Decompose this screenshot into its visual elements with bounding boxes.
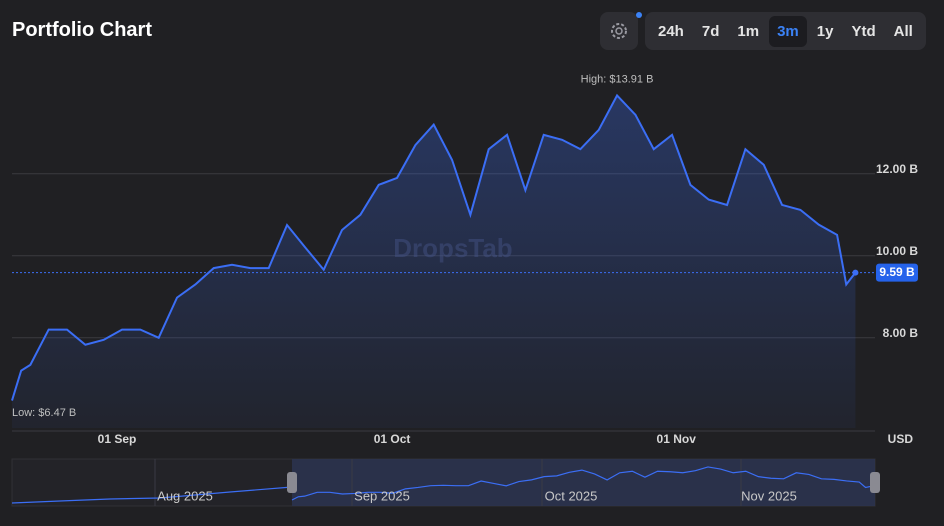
- x-tick-label: 01 Nov: [657, 432, 697, 446]
- y-tick-label: 12.00 B: [876, 162, 918, 176]
- navigator-label: Aug 2025: [157, 488, 213, 503]
- timeframe-button[interactable]: All: [893, 22, 913, 40]
- x-tick-label: 01 Oct: [374, 432, 411, 446]
- x-tick-label: 01 Sep: [98, 432, 137, 446]
- current-point: [852, 269, 859, 276]
- navigator-handle[interactable]: [287, 472, 297, 493]
- area: [12, 95, 856, 429]
- settings-button[interactable]: [600, 12, 638, 50]
- timeframe-selector: 24h 7d 1m 3m 1y Ytd All: [645, 12, 926, 50]
- navigator-history: [11, 486, 293, 504]
- settings-icon: [611, 23, 627, 39]
- current-label-bg: [876, 263, 918, 282]
- navigator-handle[interactable]: [870, 472, 880, 493]
- navigator-label: Sep 2025: [354, 488, 410, 503]
- timeframe-button[interactable]: 1m: [737, 22, 760, 40]
- timeframe-button[interactable]: 24h: [658, 22, 684, 40]
- navigator-selection: [292, 459, 875, 506]
- high-label: High: $13.91 B: [581, 73, 654, 85]
- navigator-label: Nov 2025: [741, 488, 797, 503]
- navigator-line: [291, 466, 872, 501]
- notification-dot: [636, 12, 642, 18]
- y-tick-label: 10.00 B: [876, 244, 918, 258]
- timeframe-button[interactable]: Ytd: [851, 22, 876, 40]
- unit-label: USD: [888, 432, 914, 446]
- navigator-label: Oct 2025: [545, 488, 598, 503]
- timeframe-button[interactable]: 1y: [816, 22, 834, 40]
- timeframe-button[interactable]: 7d: [701, 22, 720, 40]
- y-tick-label: 8.00 B: [883, 326, 919, 340]
- line: [11, 93, 857, 401]
- timeframe-button[interactable]: 3m: [769, 15, 807, 47]
- widget-title: Portfolio Chart: [12, 19, 152, 41]
- current-label: 9.59 B: [879, 265, 915, 279]
- low-label: Low: $6.47 B: [12, 407, 76, 419]
